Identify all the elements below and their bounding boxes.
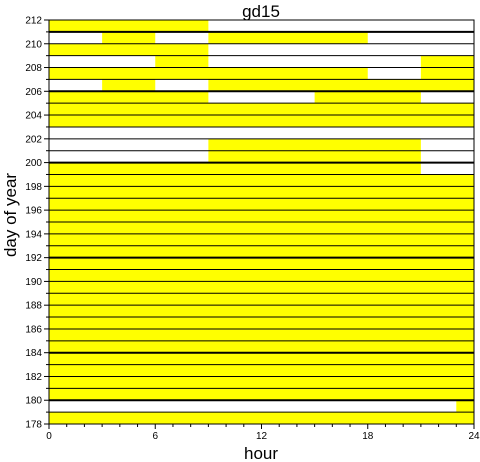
y-tick-label: 190 bbox=[25, 277, 42, 288]
x-tick-label: 18 bbox=[362, 431, 374, 442]
coverage-bar bbox=[456, 400, 474, 413]
coverage-bar bbox=[155, 55, 209, 68]
bars-layer bbox=[49, 20, 474, 424]
coverage-bar bbox=[49, 364, 474, 377]
coverage-bar bbox=[49, 186, 474, 199]
coverage-bar bbox=[49, 174, 474, 187]
coverage-bar bbox=[49, 67, 368, 80]
coverage-bar bbox=[49, 317, 474, 329]
y-tick-label: 212 bbox=[25, 16, 42, 27]
coverage-bar bbox=[49, 269, 474, 282]
y-tick-label: 206 bbox=[25, 87, 42, 98]
coverage-bar bbox=[49, 376, 474, 389]
x-tick-label: 24 bbox=[468, 431, 480, 442]
coverage-bar bbox=[314, 91, 421, 104]
coverage-bar bbox=[49, 43, 209, 56]
coverage-bar bbox=[49, 233, 474, 246]
y-tick-label: 196 bbox=[25, 206, 42, 217]
coverage-bar bbox=[49, 412, 474, 424]
coverage-bar bbox=[49, 328, 474, 341]
y-tick-label: 186 bbox=[25, 324, 42, 335]
coverage-bar bbox=[420, 67, 474, 80]
coverage-bar bbox=[49, 115, 474, 127]
y-tick-label: 178 bbox=[25, 420, 42, 431]
y-axis-label: day of year bbox=[1, 173, 20, 257]
chart-title: gd15 bbox=[242, 2, 280, 21]
coverage-bar bbox=[49, 352, 474, 365]
coverage-bar bbox=[49, 281, 474, 294]
coverage-bar bbox=[208, 79, 474, 92]
y-tick-label: 188 bbox=[25, 301, 42, 312]
y-tick-label: 202 bbox=[25, 134, 42, 145]
x-tick-label: 12 bbox=[256, 431, 268, 442]
y-tick-label: 180 bbox=[25, 396, 42, 407]
y-tick-label: 198 bbox=[25, 182, 42, 193]
coverage-bar bbox=[208, 31, 368, 44]
coverage-bar bbox=[49, 162, 421, 175]
coverage-bar bbox=[208, 150, 421, 163]
x-tick-label: 6 bbox=[152, 431, 158, 442]
y-tick-label: 194 bbox=[25, 229, 42, 240]
coverage-bar bbox=[49, 293, 474, 306]
y-tick-label: 204 bbox=[25, 111, 42, 122]
x-axis-label: hour bbox=[244, 444, 278, 462]
coverage-bar bbox=[420, 55, 474, 68]
coverage-bar bbox=[102, 79, 156, 92]
coverage-bar bbox=[49, 340, 474, 353]
coverage-bar bbox=[102, 31, 156, 44]
x-tick-label: 0 bbox=[46, 431, 52, 442]
coverage-bar bbox=[49, 257, 474, 270]
coverage-bar bbox=[49, 103, 474, 116]
y-tick-label: 210 bbox=[25, 39, 42, 50]
x-axis: 0 6 12 18 24 bbox=[46, 424, 480, 442]
y-tick-label: 192 bbox=[25, 253, 42, 264]
coverage-bar bbox=[208, 138, 421, 151]
coverage-bar bbox=[49, 20, 209, 32]
y-tick-label: 182 bbox=[25, 372, 42, 383]
coverage-bar bbox=[49, 245, 474, 258]
gridlines-layer bbox=[49, 30, 474, 413]
coverage-bar bbox=[49, 91, 209, 104]
coverage-bar bbox=[49, 210, 474, 222]
y-tick-label: 184 bbox=[25, 348, 42, 359]
y-axis: 178 180 182 184 186 188 190 192 194 196 198 200 202 2… bbox=[25, 16, 49, 431]
coverage-bar bbox=[49, 388, 474, 401]
y-tick-label: 208 bbox=[25, 63, 42, 74]
coverage-bar bbox=[49, 305, 474, 318]
coverage-bar bbox=[49, 222, 474, 234]
y-tick-label: 200 bbox=[25, 158, 42, 169]
coverage-bar bbox=[49, 198, 474, 211]
